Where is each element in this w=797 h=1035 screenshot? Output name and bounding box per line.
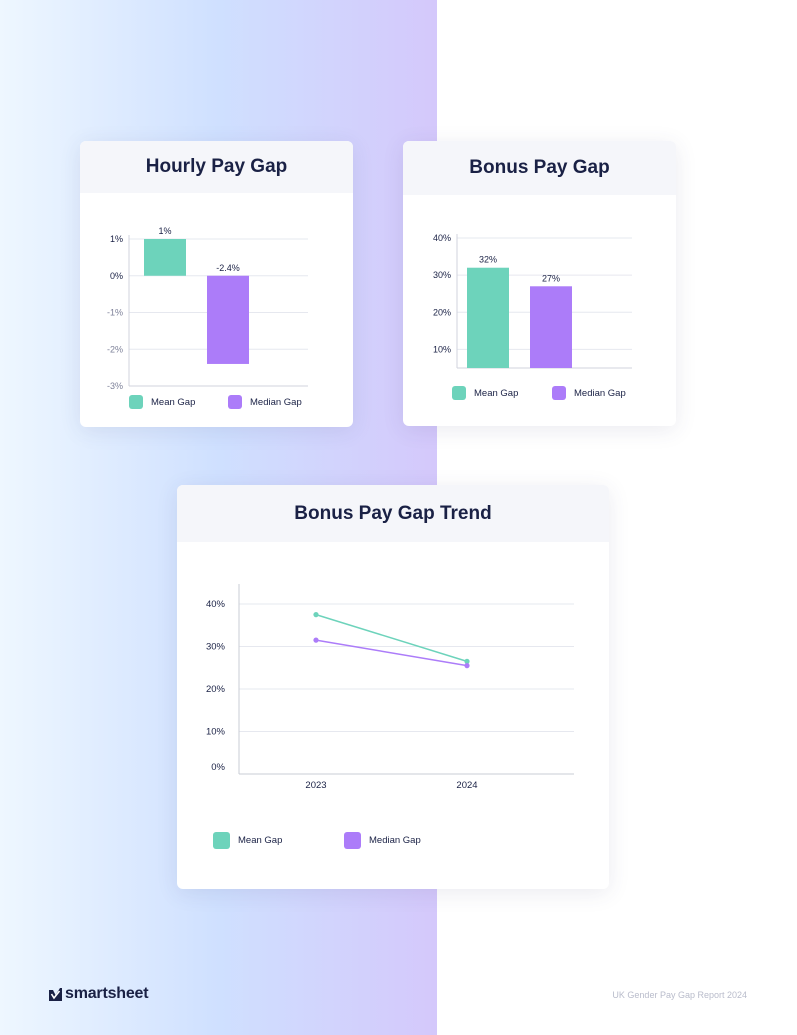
bar-mean-gap — [467, 267, 509, 368]
legend-swatch-mean — [213, 832, 230, 849]
bonus-pay-gap-card: Bonus Pay Gap 40% 30% 20% 10% 32% 27% Mean Ga… — [403, 141, 676, 426]
report-title: UK Gender Pay Gap Report 2024 — [612, 990, 747, 1000]
hourly-pay-gap-chart: 1% 0% -1% -2% -3% 1% -2.4% — [107, 226, 308, 391]
bonus-pay-gap-title: Bonus Pay Gap — [403, 141, 676, 195]
data-point — [464, 663, 470, 669]
data-point — [313, 637, 319, 643]
trend-legend-mean: Mean Gap — [213, 832, 282, 849]
bonus-legend-median: Median Gap — [552, 386, 626, 400]
legend-swatch-median — [552, 386, 566, 400]
bar-median-gap — [207, 275, 249, 364]
legend-label-mean: Mean Gap — [238, 835, 283, 846]
legend-swatch-mean — [452, 386, 466, 400]
legend-swatch-median — [228, 395, 242, 409]
y-tick-label: 10% — [433, 344, 451, 354]
data-point — [313, 612, 319, 618]
bar-median-gap — [530, 286, 572, 368]
series-line-median-gap — [315, 639, 468, 667]
x-tick-label: 2024 — [456, 780, 477, 791]
data-label: 27% — [542, 273, 560, 283]
y-tick-label: 30% — [206, 642, 226, 653]
y-tick-label: 20% — [433, 307, 451, 317]
smartsheet-check-icon — [49, 987, 62, 1001]
data-label: -2.4% — [216, 263, 240, 273]
hourly-pay-gap-card: Hourly Pay Gap 1% 0% -1% -2% -3% 1% -2.4% Mean… — [80, 141, 353, 427]
legend-label-mean: Mean Gap — [474, 387, 519, 399]
bonus-pay-gap-trend-chart: 40% 30% 20% 10% 0% 2023 2024 — [206, 584, 574, 791]
y-tick-label: 10% — [206, 727, 226, 738]
bonus-pay-gap-trend-title: Bonus Pay Gap Trend — [177, 485, 609, 542]
trend-legend-median: Median Gap — [344, 832, 421, 849]
y-tick-label: -2% — [107, 344, 123, 354]
bonus-pay-gap-chart: 40% 30% 20% 10% 32% 27% — [433, 233, 632, 369]
legend-swatch-mean — [129, 395, 143, 409]
data-label: 32% — [479, 255, 497, 265]
y-tick-label: 40% — [433, 233, 451, 243]
y-tick-label: 0% — [110, 271, 123, 281]
smartsheet-logo: smartsheet — [49, 985, 149, 1003]
data-point — [464, 658, 470, 664]
legend-label-median: Median Gap — [574, 387, 626, 399]
brand-name: smartsheet — [65, 985, 149, 1002]
legend-swatch-median — [344, 832, 361, 849]
hourly-legend-mean: Mean Gap — [129, 395, 195, 409]
y-tick-label: 20% — [206, 684, 226, 695]
bonus-pay-gap-trend-card: Bonus Pay Gap Trend 40% 30% 20% 10% 0% 2023 20… — [177, 485, 609, 889]
legend-label-median: Median Gap — [250, 396, 302, 408]
series-line-mean-gap — [315, 613, 468, 663]
y-tick-label: -1% — [107, 308, 123, 318]
y-tick-label: 30% — [433, 270, 451, 280]
hourly-pay-gap-title: Hourly Pay Gap — [80, 141, 353, 193]
y-tick-label: -3% — [107, 381, 123, 391]
data-label: 1% — [158, 226, 171, 236]
legend-label-median: Median Gap — [369, 835, 421, 846]
hourly-legend-median: Median Gap — [228, 395, 302, 409]
x-tick-label: 2023 — [305, 780, 326, 791]
y-tick-label: 1% — [110, 234, 123, 244]
bar-mean-gap — [144, 239, 186, 276]
y-tick-label: 0% — [211, 762, 225, 773]
legend-label-mean: Mean Gap — [151, 396, 196, 408]
bonus-legend-mean: Mean Gap — [452, 386, 518, 400]
y-tick-label: 40% — [206, 599, 226, 610]
